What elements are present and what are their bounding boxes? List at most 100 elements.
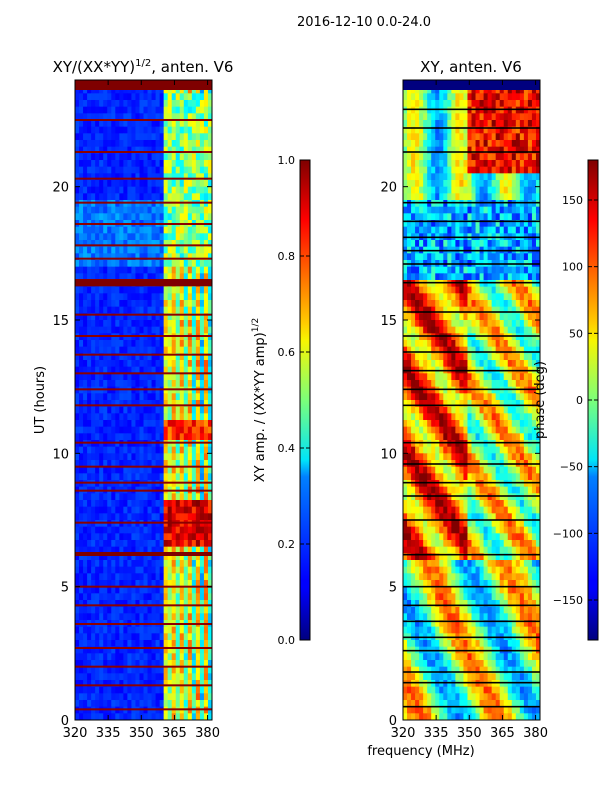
phase-cell <box>519 213 525 221</box>
amplitude-cell <box>83 326 88 334</box>
amplitude-cell <box>103 233 108 241</box>
amplitude-cell <box>139 640 144 648</box>
amplitude-cell <box>127 186 132 194</box>
amplitude-cell <box>75 626 80 634</box>
phase-cell <box>515 240 521 248</box>
phase-cell <box>487 93 493 101</box>
phase-cell <box>439 93 444 101</box>
amplitude-cell <box>143 306 149 314</box>
phase-cell <box>491 186 497 194</box>
amplitude-cell <box>111 700 116 708</box>
phase-cell <box>487 206 493 214</box>
amplitude-cell <box>103 393 108 401</box>
phase-cell <box>519 186 525 194</box>
amplitude-cell <box>79 206 84 214</box>
amplitude-cell <box>107 233 112 241</box>
amplitude-cell <box>179 120 185 128</box>
amplitude-cell <box>199 260 205 268</box>
phase-cell <box>443 86 448 94</box>
amplitude-cell <box>195 553 201 561</box>
phase-cell <box>439 326 444 334</box>
phase-cell <box>527 320 533 328</box>
phase-cell <box>511 346 517 354</box>
amplitude-cell <box>187 626 193 634</box>
phase-cell <box>495 186 501 194</box>
phase-cell <box>503 380 509 388</box>
amplitude-cell <box>87 606 92 614</box>
phase-cell <box>523 300 529 308</box>
phase-cell <box>471 326 477 334</box>
phase-cell <box>415 213 420 221</box>
amplitude-cell <box>95 340 100 348</box>
amplitude-cell <box>103 506 108 514</box>
phase-cell <box>439 380 444 388</box>
amplitude-cell <box>167 160 173 168</box>
amplitude-cell <box>135 106 140 114</box>
amplitude-cell <box>91 166 96 174</box>
amplitude-cell <box>167 100 173 108</box>
amplitude-cell <box>151 493 157 501</box>
phase-cell <box>455 113 460 121</box>
amplitude-cell <box>195 340 201 348</box>
amplitude-cell <box>119 240 124 248</box>
phase-cell <box>475 333 481 341</box>
amplitude-cell <box>191 546 197 554</box>
phase-cell <box>479 206 485 214</box>
phase-cell <box>487 193 493 201</box>
phase-cell <box>407 386 412 394</box>
amplitude-cell <box>87 546 92 554</box>
amplitude-cell <box>127 686 132 694</box>
amplitude-cell <box>107 266 112 274</box>
amplitude-cell <box>95 400 100 408</box>
phase-cell <box>451 373 456 381</box>
amplitude-cell <box>107 113 112 121</box>
amplitude-cell <box>155 553 161 561</box>
amplitude-cell <box>103 206 108 214</box>
amplitude-cell <box>167 93 173 101</box>
amplitude-cell <box>163 140 169 148</box>
phase-cell <box>479 340 485 348</box>
amplitude-cell <box>167 260 173 268</box>
phase-cell <box>403 106 408 114</box>
amplitude-cell <box>183 413 189 421</box>
amplitude-cell <box>127 420 132 428</box>
amplitude-cell <box>151 473 157 481</box>
phase-cell <box>511 93 517 101</box>
phase-cell <box>455 253 460 261</box>
amplitude-cell <box>131 413 136 421</box>
phase-cell <box>443 193 448 201</box>
amplitude-cell <box>123 566 128 574</box>
phase-cell <box>451 266 456 274</box>
amplitude-cell <box>131 106 136 114</box>
amplitude-cell <box>111 653 116 661</box>
amplitude-cell <box>79 86 84 94</box>
phase-cell <box>423 226 428 234</box>
amplitude-cell <box>103 273 108 281</box>
amplitude-cell <box>135 653 140 661</box>
amplitude-cell <box>151 613 157 621</box>
phase-cell <box>503 326 509 334</box>
amplitude-cell <box>139 686 144 694</box>
phase-cell <box>487 386 493 394</box>
amplitude-cell <box>123 533 128 541</box>
phase-cell <box>439 286 444 294</box>
phase-cell <box>415 180 420 188</box>
phase-cell <box>467 166 472 174</box>
phase-cell <box>535 93 540 101</box>
phase-cell <box>419 106 424 114</box>
amplitude-cell <box>155 526 161 534</box>
amplitude-cell <box>175 380 181 388</box>
amplitude-cell <box>75 546 80 554</box>
amplitude-cell <box>111 206 116 214</box>
amplitude-cell <box>87 393 92 401</box>
phase-cell <box>451 333 456 341</box>
phase-cell <box>459 360 464 368</box>
amplitude-cell <box>111 713 116 720</box>
phase-cell <box>419 406 424 414</box>
amplitude-cell <box>87 553 92 561</box>
amplitude-cell <box>135 460 140 468</box>
amplitude-cell <box>159 273 165 281</box>
phase-cell <box>423 306 428 314</box>
phase-cell <box>423 146 428 154</box>
amplitude-cell <box>187 446 193 454</box>
